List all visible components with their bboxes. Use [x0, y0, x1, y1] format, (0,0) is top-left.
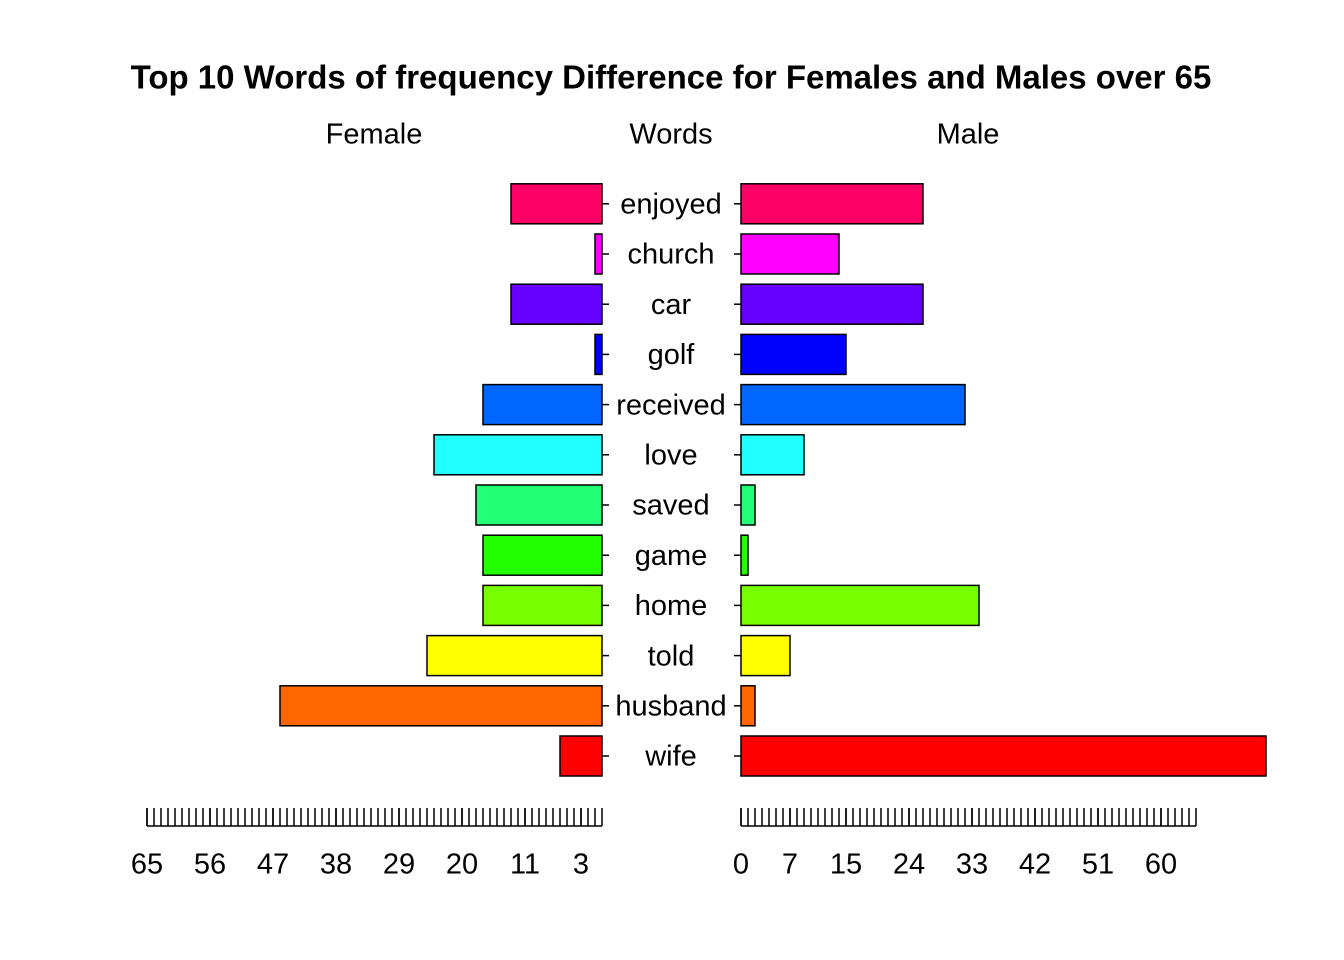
bar [740, 183, 924, 225]
x-tick-label: 60 [1145, 849, 1177, 881]
x-tick-label: 24 [893, 849, 925, 881]
bar [279, 685, 603, 727]
bar [594, 333, 603, 376]
side-header: Female [326, 119, 423, 151]
center-header: Words [629, 119, 712, 151]
bar [594, 233, 603, 275]
chart-title: Top 10 Words of frequency Difference for… [131, 59, 1212, 96]
category-label: told [648, 640, 695, 672]
bar [740, 233, 840, 275]
x-tick-label: 33 [956, 849, 988, 881]
bar [740, 283, 924, 325]
bar [740, 484, 756, 526]
category-label: saved [632, 490, 709, 522]
x-tick-label: 3 [573, 849, 589, 881]
bar [559, 735, 603, 777]
category-label: enjoyed [620, 188, 722, 220]
x-tick-label: 15 [830, 849, 862, 881]
x-tick-label: 29 [383, 849, 415, 881]
bar [475, 484, 603, 526]
x-tick-label: 0 [733, 849, 749, 881]
bar [740, 383, 966, 426]
bar [482, 534, 603, 576]
bar [510, 183, 603, 225]
category-label: love [644, 439, 697, 471]
category-label: golf [648, 339, 696, 371]
x-tick-label: 38 [320, 849, 352, 881]
x-tick-label: 65 [131, 849, 163, 881]
bar [433, 434, 603, 476]
category-label: car [651, 289, 692, 321]
x-tick-label: 42 [1019, 849, 1051, 881]
x-tick-label: 51 [1082, 849, 1114, 881]
bar [482, 383, 603, 426]
bar [740, 685, 756, 727]
bar [482, 584, 603, 627]
x-tick-label: 7 [782, 849, 798, 881]
category-label: church [627, 239, 714, 271]
side-header: Male [937, 119, 1000, 151]
bar [740, 634, 791, 677]
category-label: home [635, 590, 708, 622]
bar [740, 735, 1267, 777]
x-tick-label: 47 [257, 849, 289, 881]
category-label: game [635, 540, 708, 572]
category-label: husband [615, 690, 726, 722]
bar [510, 283, 603, 325]
x-tick-label: 11 [510, 849, 540, 881]
category-label: wife [644, 741, 697, 773]
bar [740, 333, 847, 376]
bar [740, 534, 749, 576]
bar [426, 634, 603, 677]
x-tick-label: 56 [194, 849, 226, 881]
bar [740, 584, 980, 627]
bar [740, 434, 805, 476]
category-label: received [616, 389, 726, 421]
x-tick-label: 20 [446, 849, 478, 881]
